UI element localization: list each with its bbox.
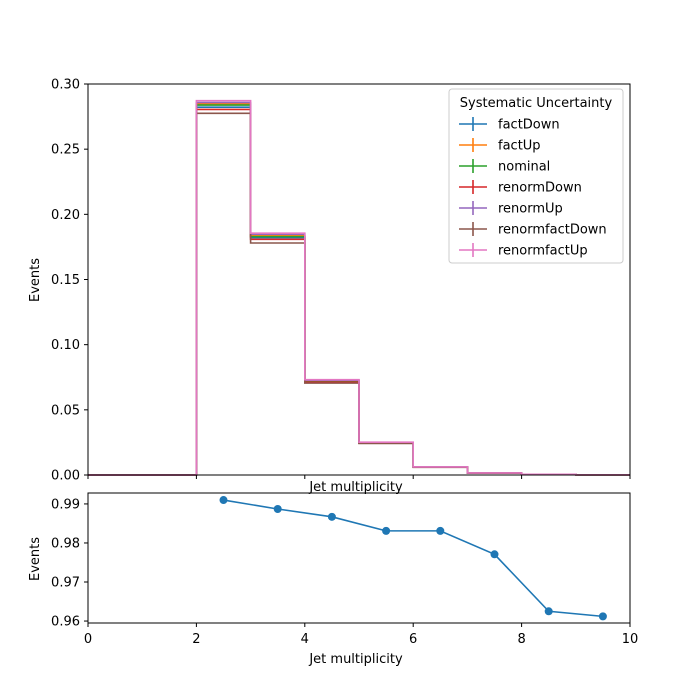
legend-label: renormfactDown	[498, 223, 607, 238]
bottom-y-tick-label: 0.98	[51, 536, 80, 551]
bottom-x-tick-label: 10	[622, 632, 639, 647]
ratio-point	[219, 496, 228, 505]
top-y-tick-label: 0.15	[51, 273, 80, 288]
legend-item-renormDown: renormDown	[459, 180, 582, 196]
bottom-y-tick-label: 0.99	[51, 497, 80, 512]
legend-item-renormfactUp: renormfactUp	[459, 243, 588, 259]
legend-title: Systematic Uncertainty	[460, 96, 613, 111]
top-y-tick-label: 0.10	[51, 338, 80, 353]
legend-item-nominal: nominal	[459, 159, 550, 175]
ratio-point	[544, 607, 553, 616]
top-y-tick-label: 0.25	[51, 143, 80, 158]
bottom-ratio-panel: 0 2 4 6 8 10 0.96 0.97 0.98 0.99 Jet multiplicit…	[28, 492, 639, 667]
bottom-x-tick-label: 0	[84, 632, 92, 647]
legend-box	[448, 88, 624, 264]
bottom-x-tick-label: 2	[192, 632, 200, 647]
ratio-point	[436, 526, 445, 535]
bottom-y-tick-label: 0.96	[51, 615, 80, 630]
ratio-point	[598, 612, 607, 621]
ratio-point	[490, 550, 499, 559]
bottom-x-axis-label: Jet multiplicity	[308, 652, 403, 667]
legend-label: nominal	[498, 160, 550, 175]
bottom-x-tick-label: 6	[409, 632, 417, 647]
top-y-axis-label: Events	[28, 258, 43, 302]
ratio-point	[327, 512, 336, 521]
top-y-tick-label: 0.00	[51, 469, 80, 484]
top-y-tick-label: 0.30	[51, 78, 80, 93]
top-y-tick-label: 0.20	[51, 208, 80, 223]
legend-label: factDown	[498, 118, 560, 133]
bottom-y-axis-label: Events	[28, 537, 43, 581]
legend-item-renormUp: renormUp	[459, 201, 563, 217]
ratio-point	[382, 526, 391, 535]
legend-item-factUp: factUp	[459, 138, 541, 154]
bottom-x-tick-label: 4	[301, 632, 309, 647]
ratio-line	[223, 499, 603, 618]
top-x-axis-label: Jet multiplicity	[308, 480, 403, 495]
legend-label: renormfactUp	[498, 244, 588, 259]
legend-label: factUp	[498, 139, 541, 154]
legend: Systematic Uncertainty factDown factUp nom…	[448, 88, 624, 264]
top-histogram-panel: 0.00 0.05 0.10 0.15 0.20 0.25 0.30 Jet multipl…	[28, 78, 631, 495]
legend-label: renormDown	[498, 181, 582, 196]
legend-item-renormfactDown: renormfactDown	[459, 222, 607, 238]
bottom-y-tick-label: 0.97	[51, 576, 80, 591]
bottom-axes-frame	[87, 492, 631, 624]
top-y-tick-label: 0.05	[51, 403, 80, 418]
step-line-renormfactUp	[88, 99, 630, 476]
legend-label: renormUp	[498, 202, 563, 217]
bottom-x-tick-label: 8	[517, 632, 525, 647]
legend-item-factDown: factDown	[459, 117, 560, 133]
ratio-point	[273, 505, 282, 514]
